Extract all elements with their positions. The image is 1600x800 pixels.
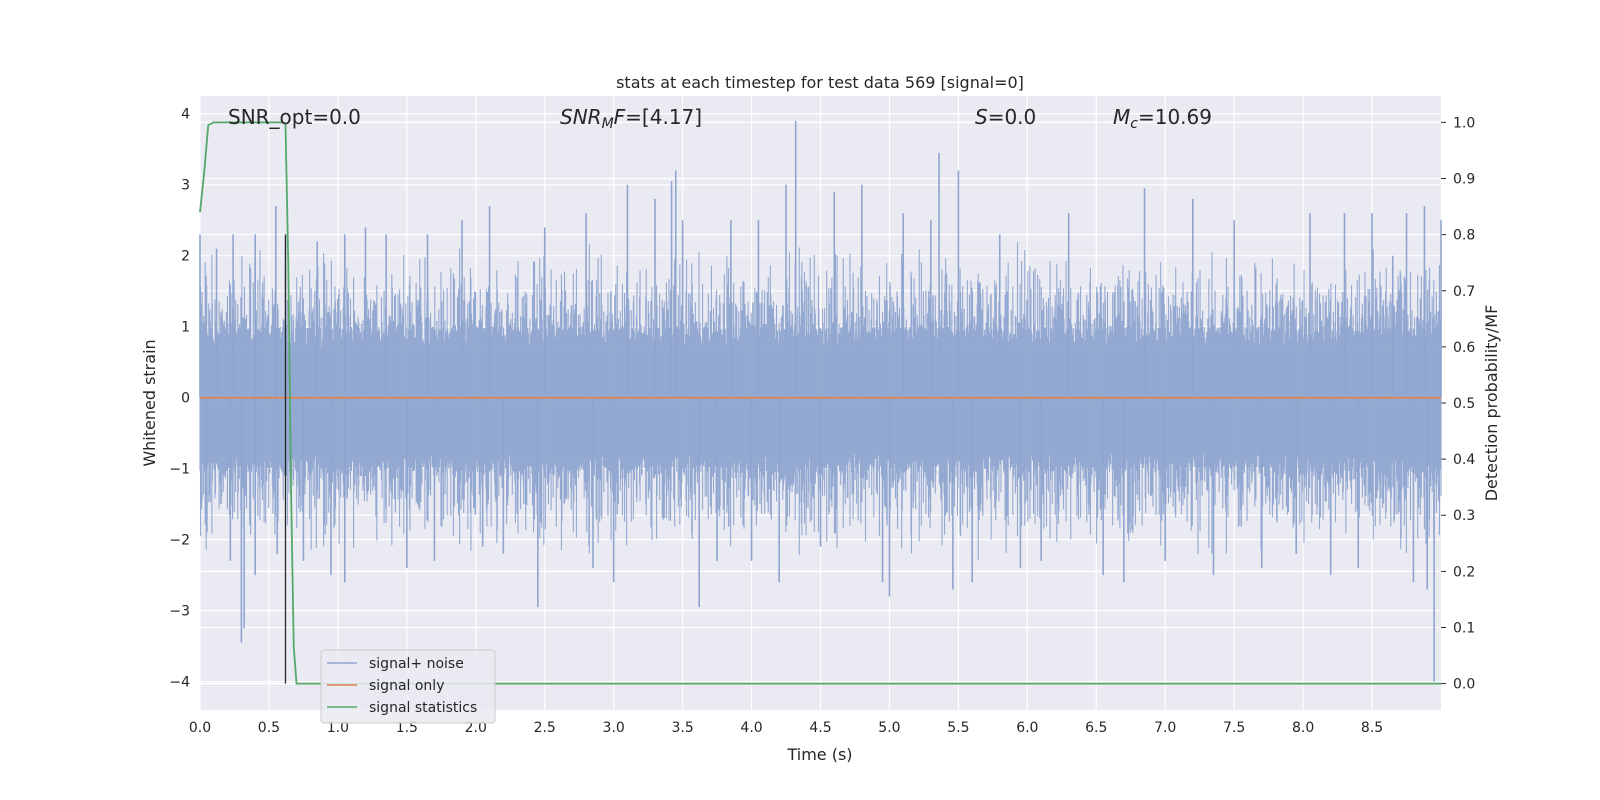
legend: signal+ noise signal only signal statist…: [320, 649, 496, 724]
y2-tick-label: 0.0: [1453, 677, 1475, 693]
series-signal-statistics: [199, 121, 1441, 685]
y2-tick-label: 0.4: [1453, 452, 1475, 468]
x-tick-label: 8.5: [1361, 720, 1383, 736]
y-tick-label: −3: [169, 604, 190, 620]
y-tick-label: −4: [169, 675, 190, 691]
y-tick-label: 0: [181, 391, 190, 407]
x-tick-label: 1.0: [327, 720, 349, 736]
x-tick-label: 2.5: [534, 720, 556, 736]
x-tick-label: 0.5: [258, 720, 280, 736]
x-tick-label: 6.0: [1016, 720, 1038, 736]
legend-label-signal-noise: signal+ noise: [369, 656, 464, 672]
x-tick-label: 5.5: [947, 720, 969, 736]
y2-tick-label: 1.0: [1453, 115, 1475, 131]
series-signal-noise: [199, 120, 1442, 682]
y-tick-label: 2: [181, 249, 190, 265]
y2-tick-label: 0.6: [1453, 340, 1475, 356]
y-axis-label: Whitened strain: [140, 339, 159, 466]
x-tick-label: 4.0: [740, 720, 762, 736]
x-tick-label: 2.0: [465, 720, 487, 736]
x-axis-label: Time (s): [786, 745, 852, 764]
x-tick-label: 0.0: [189, 720, 211, 736]
x-tick-label: 5.0: [878, 720, 900, 736]
y-tick-label: 3: [181, 178, 190, 194]
x-tick-label: 6.5: [1085, 720, 1107, 736]
signal-statistics-line: [199, 121, 1441, 685]
y-tick-labels: 4 3 2 1 0 −1 −2 −3 −4: [169, 107, 190, 691]
y2-tick-label: 0.5: [1453, 396, 1475, 412]
annotation-mc: Mc=10.69: [1113, 105, 1212, 132]
y-tick-label: −1: [169, 462, 190, 478]
y-tick-label: −2: [169, 533, 190, 549]
y2-axis-label: Detection probability/MF: [1482, 305, 1501, 502]
y-tick-label: 1: [181, 320, 190, 336]
y-tick-label: 4: [181, 107, 190, 123]
y2-tick-label: 0.9: [1453, 172, 1475, 188]
x-tick-label: 3.5: [671, 720, 693, 736]
x-tick-labels: 0.0 0.5 1.0 1.5 2.0 2.5 3.0 3.5 4.0 4.5 5.0 5.5 6.0 6…: [189, 720, 1383, 736]
x-tick-label: 1.5: [396, 720, 418, 736]
chart-title: stats at each timestep for test data 569…: [616, 73, 1024, 92]
y2-tick-label: 0.1: [1453, 620, 1475, 636]
x-tick-label: 7.5: [1223, 720, 1245, 736]
annotation-snr-opt: SNR_opt=0.0: [228, 105, 361, 129]
y2-tick-label: 0.8: [1453, 228, 1475, 244]
y2-tick-label: 0.2: [1453, 564, 1475, 580]
x-tick-label: 4.5: [809, 720, 831, 736]
x-tick-label: 8.0: [1292, 720, 1314, 736]
x-tick-label: 3.0: [603, 720, 625, 736]
legend-box: [320, 649, 496, 724]
legend-label-signal-only: signal only: [369, 678, 444, 694]
annotation-s: S=0.0: [975, 105, 1036, 129]
legend-label-signal-statistics: signal statistics: [369, 700, 477, 716]
x-tick-label: 7.0: [1154, 720, 1176, 736]
annotation-snr-mf: SNRMF=[4.17]: [560, 105, 702, 132]
y2-tick-label: 0.3: [1453, 508, 1475, 524]
y2-tick-labels: 1.0 0.9 0.8 0.7 0.6 0.5 0.4 0.3 0.2 0.1 0.0: [1453, 115, 1475, 692]
y2-tick-label: 0.7: [1453, 284, 1475, 300]
